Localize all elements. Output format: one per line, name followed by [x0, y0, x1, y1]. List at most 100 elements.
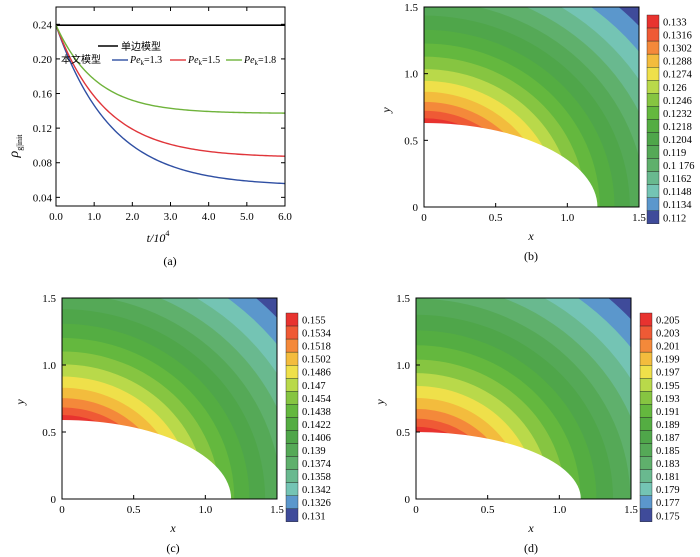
panel-c-x-axis-label: x: [169, 521, 176, 535]
colorbar-label-9: 0.1406: [302, 433, 331, 444]
colorbar-label-10: 0.119: [663, 148, 686, 159]
x-tick-label: 5.0: [240, 211, 254, 223]
x-tick-label: 3.0: [164, 211, 178, 223]
colorbar-label-4: 0.197: [656, 368, 680, 379]
empty-inner-region: [62, 419, 232, 499]
panel-d-y-axis-label: y: [373, 399, 387, 406]
colorbar-swatch-9: [646, 132, 660, 146]
legend-this-model-label: 本文模型: [61, 53, 101, 66]
colorbar-swatch-9: [285, 430, 299, 444]
colorbar-label-0: 0.205: [656, 316, 680, 327]
panel-b-colorbar: 0.133 0.1316 0.1302 0.1288 0.1274 0.126 0.1246…: [646, 14, 695, 224]
colorbar-swatch-13: [646, 184, 660, 198]
colorbar-swatch-5: [639, 378, 653, 392]
colorbar-swatch-7: [646, 106, 660, 120]
x-tick-label: 0.5: [489, 212, 503, 224]
colorbar-swatch-0: [639, 312, 653, 327]
colorbar-swatch-13: [639, 482, 653, 496]
panel-a-label: (a): [163, 254, 176, 268]
panel-d-contour-chart: 0 0.5 1.0 1.5 00.51.01.5 x y 0.2050.2030.20…: [373, 293, 680, 555]
x-tick-label: 0.0: [49, 211, 63, 223]
colorbar-label-15: 0.175: [656, 511, 680, 522]
colorbar-label-12: 0.1162: [663, 174, 692, 185]
y-tick-label: 0: [51, 494, 57, 506]
y-tick-label: 0: [413, 202, 419, 214]
colorbar-swatch-2: [639, 338, 653, 353]
colorbar-swatch-0: [646, 14, 660, 29]
colorbar-label-8: 0.1422: [302, 420, 331, 431]
panel-c-axes-frame: [61, 297, 278, 500]
colorbar-label-7: 0.191: [656, 407, 680, 418]
panel-c-y-axis-label: y: [13, 399, 27, 406]
colorbar-label-3: 0.1288: [663, 57, 692, 68]
colorbar-swatch-1: [285, 325, 299, 340]
panel-d-label: (d): [524, 541, 538, 555]
colorbar-swatch-7: [639, 404, 653, 418]
panel-c-contour-chart: 0 0.5 1.0 1.5 00.51.01.5 x y 0.1550.15340.1…: [13, 293, 332, 555]
colorbar-swatch-2: [285, 338, 299, 353]
colorbar-swatch-9: [639, 430, 653, 444]
colorbar-swatch-15: [639, 508, 653, 523]
y-tick-label: 0.24: [33, 19, 53, 31]
colorbar-swatch-3: [639, 351, 653, 366]
legend-pe15-label: Pek=1.5: [187, 55, 220, 67]
colorbar-swatch-14: [646, 197, 660, 211]
colorbar-label-6: 0.193: [656, 394, 680, 405]
y-tick-label: 1.0: [396, 360, 410, 372]
y-tick-label: 0: [405, 494, 411, 506]
panel-b-y-axis-label: y: [379, 107, 393, 114]
colorbar-swatch-4: [639, 365, 653, 379]
panel-a-y-axis-label: ρg|init: [7, 134, 24, 159]
series-line-2: [56, 24, 285, 157]
panel-a-plot-area: [56, 24, 285, 185]
y-tick-label: 0.5: [404, 135, 418, 147]
x-tick-label: 0: [59, 504, 65, 516]
colorbar-label-6: 0.1246: [663, 96, 692, 107]
colorbar-label-14: 0.1326: [302, 498, 331, 509]
colorbar-label-13: 0.1342: [302, 485, 331, 496]
colorbar-swatch-6: [639, 391, 653, 405]
colorbar-label-6: 0.1454: [302, 394, 332, 405]
panel-d-x-ticks: 0 0.5 1.0 1.5: [413, 495, 638, 516]
panel-d-plot-area: [416, 298, 631, 499]
panel-b-label: (b): [524, 249, 538, 263]
colorbar-swatch-12: [285, 469, 299, 483]
colorbar-label-1: 0.1316: [663, 31, 692, 42]
colorbar-label-11: 0.1374: [302, 459, 332, 470]
colorbar-swatch-0: [285, 312, 299, 327]
panel-b-x-axis-label: x: [527, 229, 534, 243]
colorbar-label-12: 0.1358: [302, 472, 331, 483]
colorbar-label-2: 0.1518: [302, 342, 331, 353]
panel-a-y-ticks: 0.04 0.08 0.12 0.16 0.20 0.24: [33, 19, 285, 204]
legend-pe18-label: Pek=1.8: [243, 55, 276, 67]
y-tick-label: 1.0: [404, 69, 418, 81]
legend-pe13-label: Pek=1.3: [129, 55, 162, 67]
colorbar-label-0: 0.155: [302, 316, 326, 327]
x-tick-label: 1.0: [552, 504, 566, 516]
colorbar-label-7: 0.1438: [302, 407, 331, 418]
colorbar-label-13: 0.179: [656, 485, 680, 496]
y-tick-label: 1.5: [404, 2, 418, 14]
x-tick-label: 1.0: [87, 211, 101, 223]
colorbar-swatch-11: [639, 456, 653, 470]
colorbar-label-3: 0.199: [656, 355, 680, 366]
y-tick-label: 1.0: [42, 360, 56, 372]
colorbar-swatch-12: [639, 469, 653, 483]
colorbar-swatch-7: [285, 404, 299, 418]
empty-inner-region: [424, 123, 598, 207]
colorbar-swatch-5: [646, 80, 660, 94]
y-tick-label: 1.5: [396, 293, 410, 305]
colorbar-swatch-1: [639, 325, 653, 340]
panel-d-colorbar: 0.205 0.203 0.201 0.199 0.197 0.195 0.193 0.191…: [639, 312, 680, 523]
colorbar-swatch-15: [285, 508, 299, 523]
x-tick-label: 1.0: [198, 504, 212, 516]
x-tick-label: 2.0: [125, 211, 139, 223]
panel-a-legend: 单边模型 本文模型 Pek=1.3 Pek=1.5 Pek=1.8: [61, 40, 276, 67]
colorbar-swatch-13: [285, 482, 299, 496]
panel-c-y-ticks: 0 0.5 1.0 1.5: [42, 293, 66, 506]
colorbar-label-11: 0.1 176: [663, 161, 695, 172]
colorbar-label-12: 0.181: [656, 472, 680, 483]
colorbar-label-7: 0.1232: [663, 109, 692, 120]
colorbar-swatch-4: [285, 365, 299, 379]
